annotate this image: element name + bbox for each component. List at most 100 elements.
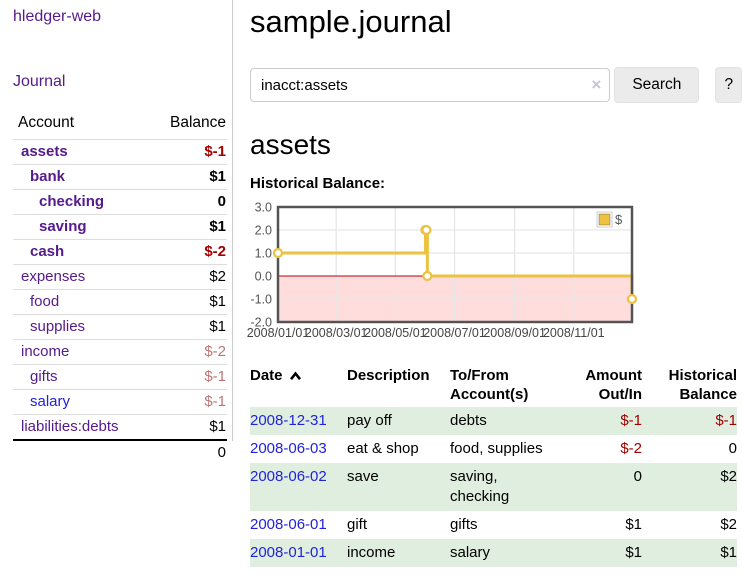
data-point[interactable] [422, 270, 433, 282]
register-header-accounts: To/From Account(s) [450, 367, 529, 403]
transaction-description: eat & shop [347, 440, 419, 457]
y-tick-label: 3.0 [255, 201, 272, 215]
account-link[interactable]: saving [39, 218, 87, 235]
account-balance: $1 [147, 414, 227, 440]
account-link[interactable]: salary [30, 393, 71, 410]
account-row: bank $1 [13, 164, 227, 190]
register-header-row: Date Description To/From Account(s) Amou… [250, 364, 737, 407]
main-content: sample.journal × Search ? assets Histori… [247, 0, 742, 567]
register-row[interactable]: 2008-12-31 pay off debts $-1 $-1 [250, 407, 737, 435]
register-row[interactable]: 2008-01-01 income salary $1 $1 [250, 539, 737, 567]
register-table: Date Description To/From Account(s) Amou… [250, 364, 737, 567]
search-button[interactable]: Search [614, 67, 700, 103]
transaction-amount: 0 [633, 468, 642, 485]
transaction-amount: $-2 [620, 440, 642, 457]
transaction-balance: $1 [720, 544, 737, 561]
transaction-date-link[interactable]: 2008-06-01 [250, 516, 327, 533]
transaction-balance: $2 [720, 468, 737, 485]
x-tick-label: 2008/07/01 [423, 326, 486, 340]
account-row: saving $1 [13, 214, 227, 240]
historical-balance-chart[interactable]: $3.0 2.0 1.0 0.0 -1.0 -2.02008/01/012008/03/0… [245, 200, 645, 348]
clear-search-icon[interactable]: × [591, 75, 602, 94]
app-brand-link[interactable]: hledger-web [13, 8, 102, 25]
page-title: sample.journal [250, 4, 452, 39]
search-form: × Search ? [250, 67, 742, 103]
plot-border [276, 205, 634, 324]
transaction-accounts: salary [450, 544, 491, 561]
account-balance: $1 [147, 289, 227, 315]
accounts-header-account: Account [18, 114, 75, 131]
transaction-date-link[interactable]: 2008-06-02 [250, 468, 327, 485]
transaction-accounts: gifts [450, 516, 478, 533]
sort-ascending-icon [289, 371, 301, 381]
register-header-balance: Historical Balance [668, 367, 737, 403]
transaction-balance: $-1 [715, 412, 737, 429]
y-tick-label: -1.0 [250, 293, 272, 307]
accounts-total-value: 0 [147, 439, 227, 465]
transaction-date-link[interactable]: 2008-06-03 [250, 440, 327, 457]
transaction-description: gift [347, 516, 368, 533]
legend-swatch [598, 213, 611, 226]
account-link[interactable]: supplies [30, 318, 86, 335]
transaction-description: pay off [347, 412, 392, 429]
account-balance: $-2 [147, 339, 227, 365]
register-header-date[interactable]: Date [250, 364, 347, 407]
account-row: cash $-2 [13, 239, 227, 265]
accounts-table: Account Balance assets $-1 bank $1 checking 0… [13, 114, 227, 465]
accounts-header-balance: Balance [169, 114, 226, 131]
register-row[interactable]: 2008-06-02 save saving, checking 0 $2 [250, 463, 737, 511]
account-row: checking 0 [13, 189, 227, 215]
register-header-amount: Amount Out/In [585, 367, 642, 403]
transaction-accounts: saving, checking [450, 468, 510, 505]
account-row: salary $-1 [13, 389, 227, 415]
transaction-description: save [347, 468, 379, 485]
account-row: income $-2 [13, 339, 227, 365]
data-point[interactable] [272, 247, 284, 259]
transaction-description: income [347, 544, 396, 561]
transaction-date-link[interactable]: 2008-01-01 [250, 544, 327, 561]
x-tick-label: 2008/03/01 [305, 326, 368, 340]
transaction-balance: $2 [720, 516, 737, 533]
account-balance: 0 [147, 189, 227, 215]
account-link[interactable]: food [30, 293, 60, 310]
account-balance: $-1 [147, 364, 227, 390]
chart-title: Historical Balance: [250, 175, 386, 192]
x-tick-label: 2008/09/01 [483, 326, 546, 340]
x-tick-label: 2008/11/01 [543, 326, 605, 340]
help-button[interactable]: ? [715, 67, 742, 103]
account-balance: $1 [147, 214, 227, 240]
account-link[interactable]: assets [21, 143, 68, 160]
account-balance: $-1 [147, 139, 227, 165]
search-input[interactable] [250, 68, 611, 102]
account-balance: $2 [147, 264, 227, 290]
x-tick-label: 2008/01/01 [247, 326, 310, 340]
transaction-date-link[interactable]: 2008-12-31 [250, 412, 327, 429]
account-balance: $1 [147, 164, 227, 190]
transaction-amount: $1 [625, 544, 642, 561]
data-point[interactable] [421, 224, 432, 236]
account-heading: assets [250, 129, 331, 160]
register-row[interactable]: 2008-06-01 gift gifts $1 $2 [250, 511, 737, 539]
account-link[interactable]: liabilities:debts [21, 418, 119, 435]
account-balance: $-2 [147, 239, 227, 265]
account-link[interactable]: income [21, 343, 70, 360]
y-tick-label: 1.0 [255, 247, 272, 261]
transaction-balance: 0 [728, 440, 737, 457]
nav-journal-link[interactable]: Journal [13, 73, 66, 90]
account-link[interactable]: cash [30, 243, 65, 260]
account-link[interactable]: bank [30, 168, 66, 185]
account-balance: $-1 [147, 389, 227, 415]
sidebar: hledger-web Journal Account Balance asse… [0, 0, 233, 465]
x-tick-label: 2008/05/01 [364, 326, 427, 340]
account-link[interactable]: checking [39, 193, 105, 210]
data-point[interactable] [626, 293, 638, 305]
transaction-amount: $-1 [620, 412, 642, 429]
account-link[interactable]: expenses [21, 268, 86, 285]
accounts-total-row: 0 [13, 439, 227, 465]
transaction-amount: $1 [625, 516, 642, 533]
transaction-accounts: food, supplies [450, 440, 543, 457]
register-table-body: 2008-12-31 pay off debts $-1 $-1 2008-06-03 ea… [250, 407, 737, 567]
search-input-wrap: × [250, 68, 611, 102]
register-row[interactable]: 2008-06-03 eat & shop food, supplies $-2 0 [250, 435, 737, 463]
account-link[interactable]: gifts [30, 368, 58, 385]
